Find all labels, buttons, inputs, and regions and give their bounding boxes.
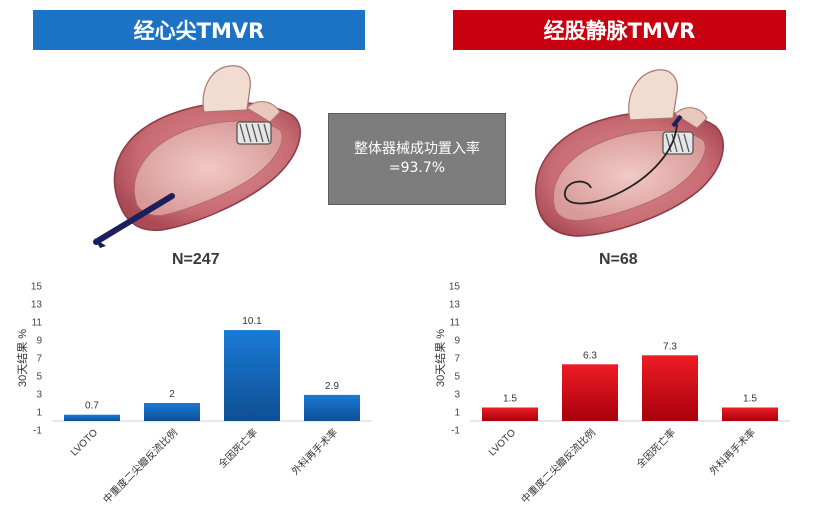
left-chart-data-label: 0.7	[85, 401, 99, 412]
left-chart-category-label: 中重度二尖瓣反流比例	[100, 426, 180, 506]
left-chart-bar	[304, 394, 360, 421]
right-chart-category-label: LVOTO	[487, 427, 518, 458]
left-chart-category-label: 外科再手术率	[289, 426, 341, 478]
right-chart-category-label: 中重度二尖瓣反流比例	[518, 426, 598, 506]
left-chart-y-tick-label: 13	[31, 300, 43, 311]
transfemoral-heart-illustration	[535, 69, 724, 237]
right-chart-bar	[722, 407, 778, 421]
right-chart-category-label: 外科再手术率	[707, 426, 759, 478]
right-chart-y-tick-label: 13	[449, 300, 461, 311]
left-header: 经心尖TMVR	[33, 10, 365, 50]
right-chart-data-label: 1.5	[503, 394, 517, 405]
right-chart-y-tick-label: 7	[454, 354, 460, 365]
left-header-title: 经心尖TMVR	[133, 19, 265, 43]
left-chart-y-tick-label: 15	[31, 282, 43, 293]
right-chart-category-label: 全因死亡率	[634, 426, 679, 471]
left-chart-y-axis-label: 30天结果 %	[16, 329, 29, 387]
right-chart-data-label: 7.3	[663, 341, 677, 352]
left-chart-data-label: 2	[169, 389, 175, 400]
right-chart-y-tick-label: 15	[449, 282, 461, 293]
right-outcome-chart: 30天结果 % -1 1 3 5 7 9 11 13 15 1.5 LVOTO 6.3 中重度二尖瓣反流比…	[418, 270, 798, 516]
right-chart-data-label: 1.5	[743, 394, 757, 405]
left-outcome-chart-svg: 30天结果 %-1135791113150.7LVOTO2中重度二尖瓣反流比例1…	[16, 282, 372, 506]
left-chart-y-tick-label: 1	[36, 408, 42, 419]
right-chart-bar	[562, 364, 618, 421]
right-chart-y-tick-label: 3	[454, 390, 460, 401]
left-chart-y-tick-label: 7	[36, 354, 42, 365]
left-chart-bar	[64, 414, 120, 421]
left-chart-y-tick-label: 9	[36, 336, 42, 347]
success-rate-value: =93.7%	[388, 160, 446, 176]
left-chart-data-label: 10.1	[242, 316, 262, 327]
left-chart-y-tick-label: -1	[33, 426, 42, 437]
left-chart-category-label: LVOTO	[69, 427, 100, 458]
left-chart-y-tick-label: 5	[36, 372, 42, 383]
left-chart-bar	[144, 403, 200, 421]
device-success-rate-box: 整体器械成功置入率 =93.7%	[328, 113, 506, 205]
right-outcome-chart-svg: 30天结果 %-1135791113151.5LVOTO6.3中重度二尖瓣反流比…	[434, 282, 790, 506]
left-chart-category-label: 全因死亡率	[216, 426, 261, 471]
left-chart-y-tick-label: 11	[32, 318, 43, 329]
right-chart-y-tick-label: 5	[454, 372, 460, 383]
right-chart-bar	[642, 355, 698, 421]
transapical-heart-illustration	[93, 65, 301, 248]
right-chart-y-axis-label: 30天结果 %	[434, 329, 447, 387]
right-header: 经股静脉TMVR	[453, 10, 786, 50]
right-header-title: 经股静脉TMVR	[543, 19, 696, 43]
left-chart-data-label: 2.9	[325, 381, 339, 392]
left-sample-size: N=247	[172, 251, 220, 268]
left-chart-bar	[224, 330, 280, 421]
right-chart-y-tick-label: 11	[450, 318, 461, 329]
right-chart-y-tick-label: 9	[454, 336, 460, 347]
right-sample-size: N=68	[599, 251, 638, 268]
left-chart-y-tick-label: 3	[36, 390, 42, 401]
right-chart-y-tick-label: -1	[451, 426, 460, 437]
right-chart-bar	[482, 407, 538, 421]
right-chart-y-tick-label: 1	[454, 408, 460, 419]
right-chart-data-label: 6.3	[583, 350, 597, 361]
success-rate-label: 整体器械成功置入率	[354, 141, 480, 157]
left-outcome-chart: 30天结果 % -1 1 3 5 7 9 11 13 15 0.7 LVOTO 2 中重度二尖瓣反流比例 1…	[0, 270, 380, 516]
